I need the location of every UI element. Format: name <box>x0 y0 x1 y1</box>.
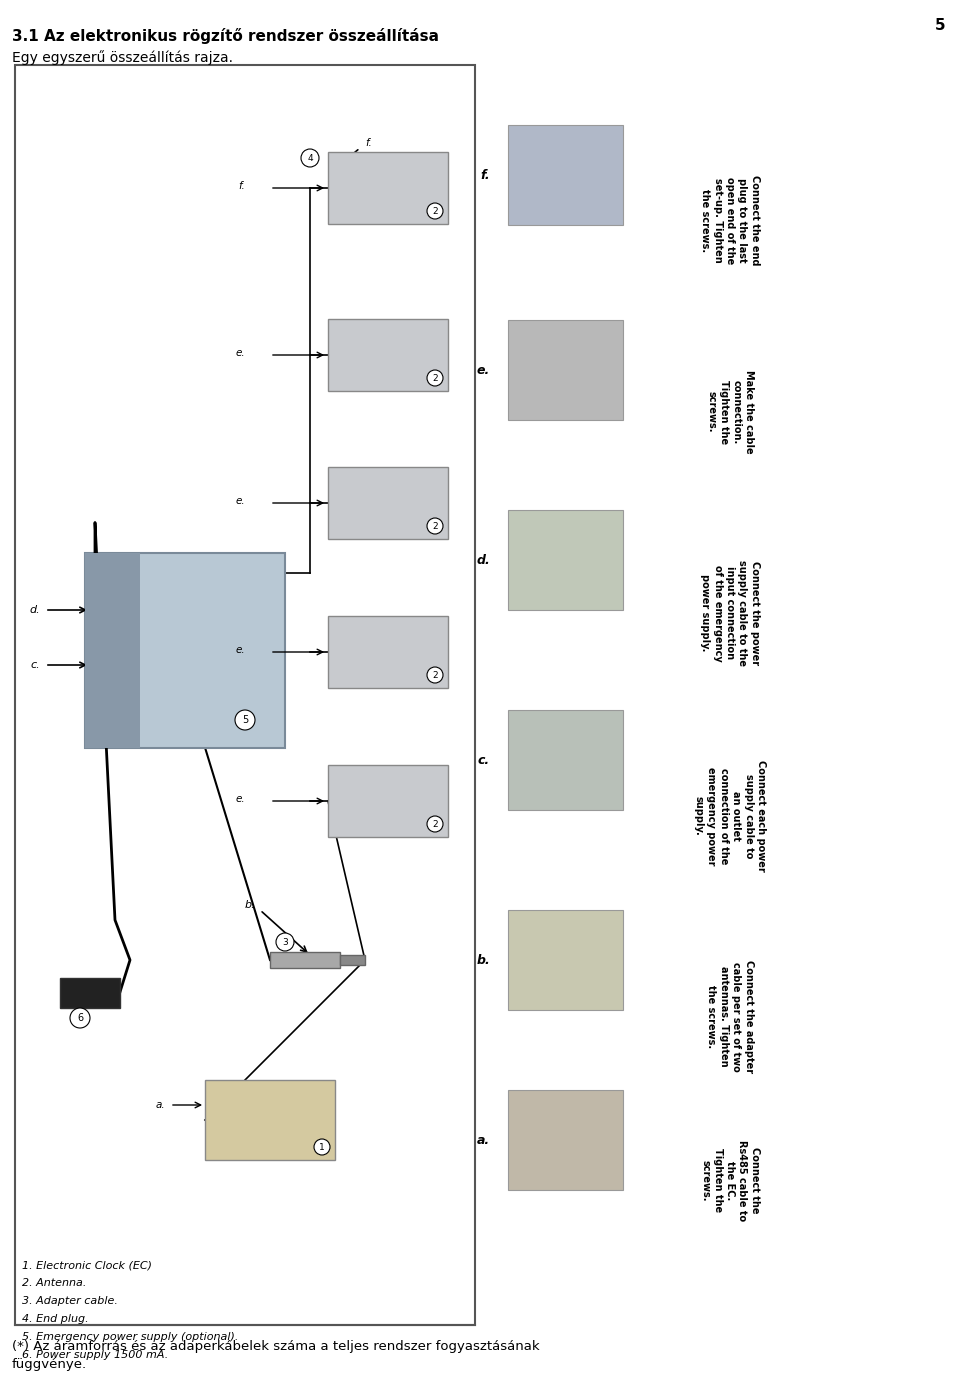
Circle shape <box>427 203 443 220</box>
Text: 2: 2 <box>432 819 438 829</box>
Text: c.: c. <box>31 660 40 670</box>
Text: 6: 6 <box>77 1014 84 1023</box>
Bar <box>328 319 448 391</box>
Bar <box>60 978 120 1008</box>
Text: a.: a. <box>477 1134 490 1146</box>
Bar <box>508 320 622 420</box>
Bar <box>15 65 475 1324</box>
Text: 2: 2 <box>432 671 438 679</box>
Text: (*) Az áramforrás és az adaperkábelek száma a teljes rendszer fogyasztásának
füg: (*) Az áramforrás és az adaperkábelek sz… <box>12 1340 540 1371</box>
Bar <box>508 510 622 610</box>
Text: 4. End plug.: 4. End plug. <box>22 1313 88 1324</box>
Bar <box>328 152 448 224</box>
Text: 2: 2 <box>432 522 438 530</box>
Text: e.: e. <box>235 794 245 804</box>
Text: e.: e. <box>235 496 245 505</box>
Bar <box>85 552 140 747</box>
Text: d.: d. <box>476 554 490 566</box>
Circle shape <box>276 934 294 952</box>
Text: 1. Electronic Clock (EC): 1. Electronic Clock (EC) <box>22 1259 152 1271</box>
Text: f.: f. <box>365 138 372 148</box>
Text: Connect the power
supply cable to the
input connection
of the emergency
power su: Connect the power supply cable to the in… <box>700 561 759 666</box>
Bar <box>508 1090 622 1190</box>
Bar <box>508 910 622 1010</box>
Bar <box>205 1080 335 1160</box>
Text: 2: 2 <box>432 207 438 215</box>
Text: 5. Emergency power supply (optional).: 5. Emergency power supply (optional). <box>22 1333 238 1342</box>
Text: c.: c. <box>478 754 490 766</box>
Text: e.: e. <box>235 348 245 358</box>
Text: 2: 2 <box>432 373 438 383</box>
Text: Connect each power
supply cable to
an outlet
connection of the
emergency power
s: Connect each power supply cable to an ou… <box>694 760 766 871</box>
Bar <box>328 467 448 539</box>
Text: 1: 1 <box>319 1142 324 1152</box>
Circle shape <box>427 667 443 684</box>
Text: 3.1 Az elektronikus rögzítő rendszer összeállítása: 3.1 Az elektronikus rögzítő rendszer öss… <box>12 28 439 44</box>
Text: 3: 3 <box>282 938 288 946</box>
Text: Make the cable
connection.
Tighten the
screws.: Make the cable connection. Tighten the s… <box>707 370 754 453</box>
Circle shape <box>427 518 443 534</box>
Text: Connect the adapter
cable per set of two
antennas. Tighten
the screws.: Connect the adapter cable per set of two… <box>707 960 754 1073</box>
Text: 5: 5 <box>242 715 248 725</box>
Text: b.: b. <box>245 900 255 910</box>
Bar <box>328 765 448 837</box>
Text: e.: e. <box>235 645 245 655</box>
Text: b.: b. <box>476 953 490 967</box>
Text: f.: f. <box>238 181 245 191</box>
Text: Connect the
Rs485 cable to
the EC.
Tighten the
screws.: Connect the Rs485 cable to the EC. Tight… <box>700 1139 759 1221</box>
Text: Egy egyszerű összeállítás rajza.: Egy egyszerű összeállítás rajza. <box>12 50 233 65</box>
Text: 6. Power supply 1500 mA.: 6. Power supply 1500 mA. <box>22 1351 168 1360</box>
Circle shape <box>427 370 443 387</box>
Bar <box>508 126 622 225</box>
Text: 4: 4 <box>307 153 313 163</box>
Text: a.: a. <box>156 1101 165 1110</box>
Text: 3. Adapter cable.: 3. Adapter cable. <box>22 1295 118 1306</box>
Bar <box>328 616 448 688</box>
Text: 2. Antenna.: 2. Antenna. <box>22 1277 86 1288</box>
Circle shape <box>70 1008 90 1027</box>
Text: Connect the end
plug to the last
open end of the
set-up. Tighten
the screws.: Connect the end plug to the last open en… <box>700 175 759 265</box>
Bar <box>270 952 340 968</box>
Bar <box>340 956 365 965</box>
Bar <box>85 552 285 747</box>
Circle shape <box>301 149 319 167</box>
Circle shape <box>314 1139 330 1155</box>
Text: f.: f. <box>480 168 490 181</box>
Bar <box>508 710 622 811</box>
Text: d.: d. <box>30 605 40 615</box>
Circle shape <box>427 816 443 831</box>
Text: 5: 5 <box>934 18 945 33</box>
Text: e.: e. <box>477 363 490 377</box>
Circle shape <box>235 710 255 731</box>
